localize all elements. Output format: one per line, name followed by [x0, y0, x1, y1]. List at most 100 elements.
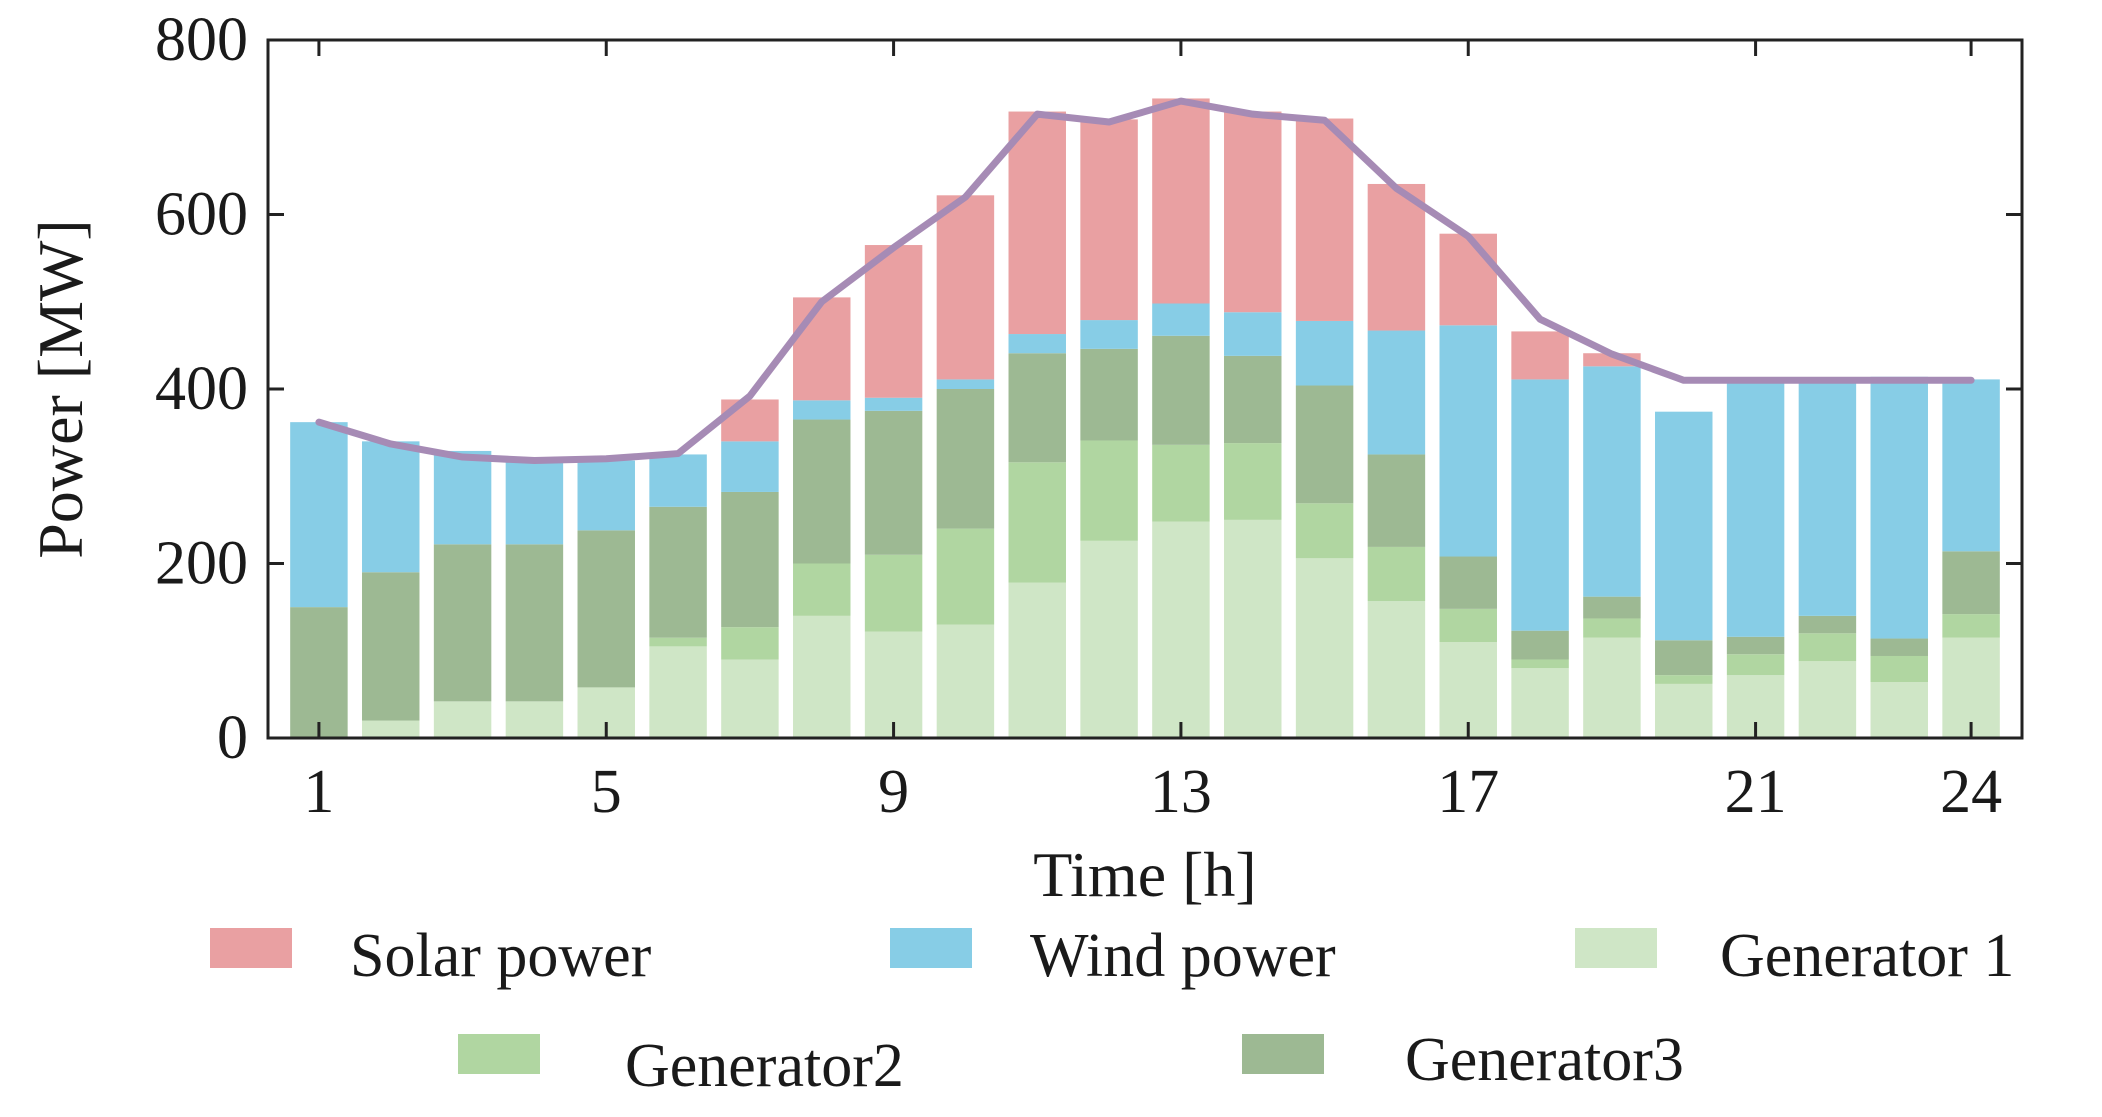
bar-generator2-19: [1583, 618, 1641, 638]
legend-swatch-generator-1: [1575, 928, 1657, 968]
bar-wind-power-6: [649, 454, 707, 507]
x-tick-label-1: 1: [303, 758, 334, 826]
bar-generator-1-4: [505, 701, 564, 738]
legend-label-generator3: Generator3: [1405, 1026, 1684, 1094]
bar-generator3-14: [1224, 355, 1282, 444]
bar-generator3-22: [1798, 615, 1857, 634]
bar-wind-power-7: [721, 441, 779, 492]
bar-generator3-24: [1942, 551, 2000, 615]
bar-layer: [290, 98, 2000, 738]
bar-generator-1-8: [793, 615, 851, 738]
bar-wind-power-12: [1080, 320, 1138, 349]
bar-generator3-6: [649, 506, 707, 638]
x-tick-label-21: 21: [1725, 758, 1787, 826]
bar-generator-1-7: [721, 659, 779, 738]
bar-generator3-18: [1511, 630, 1569, 660]
x-tick-label-13: 13: [1150, 758, 1212, 826]
bar-generator3-5: [577, 530, 635, 688]
bar-wind-power-4: [505, 457, 564, 545]
bar-generator-1-15: [1295, 558, 1354, 738]
bar-generator3-21: [1726, 636, 1785, 655]
legend-swatch-generator2: [458, 1034, 540, 1074]
legend-label-solar-power: Solar power: [350, 922, 652, 990]
legend-label-generator-1: Generator 1: [1720, 922, 2014, 990]
bar-wind-power-5: [577, 460, 635, 531]
x-axis: 1 5 9 13 17 21 24: [303, 40, 2002, 826]
bar-generator3-15: [1295, 385, 1354, 504]
y-tick-label-600: 600: [155, 181, 248, 249]
bar-generator3-3: [433, 544, 492, 702]
bar-generator-1-19: [1583, 637, 1641, 738]
bar-solar-power-7: [721, 399, 779, 442]
bar-generator3-8: [793, 419, 851, 564]
bar-solar-power-11: [1008, 111, 1066, 335]
bar-generator-1-14: [1224, 519, 1282, 738]
bar-generator2-7: [721, 627, 779, 660]
load-line-layer: [315, 97, 1975, 465]
y-tick-label-0: 0: [217, 704, 248, 772]
y-tick-label-800: 800: [155, 6, 248, 74]
bar-solar-power-12: [1080, 119, 1138, 321]
bar-generator-1-16: [1367, 601, 1426, 738]
bar-generator2-22: [1798, 633, 1857, 662]
load-line: [315, 97, 1975, 465]
legend-label-wind-power: Wind power: [1030, 922, 1336, 990]
bar-generator3-16: [1367, 454, 1426, 547]
bar-wind-power-15: [1295, 320, 1354, 386]
bar-wind-power-18: [1511, 379, 1569, 631]
bar-generator-1-9: [864, 631, 923, 738]
y-axis-title: Power [MW]: [25, 219, 96, 558]
bar-generator2-15: [1295, 503, 1354, 559]
bar-wind-power-22: [1798, 380, 1857, 616]
bar-generator2-9: [864, 554, 923, 632]
legend-swatch-solar-power: [210, 928, 292, 968]
bar-generator3-1: [290, 607, 348, 738]
y-tick-label-400: 400: [155, 355, 248, 423]
bar-generator2-20: [1655, 675, 1713, 684]
bar-wind-power-21: [1726, 381, 1785, 637]
x-tick-label-24: 24: [1940, 758, 2002, 826]
bar-generator-1-22: [1798, 661, 1857, 738]
y-axis: 0 200 400 600 800: [155, 6, 2022, 772]
y-tick-label-200: 200: [155, 530, 248, 598]
bar-wind-power-10: [936, 379, 995, 389]
bar-generator2-17: [1439, 608, 1497, 643]
bar-generator2-24: [1942, 614, 2000, 638]
bar-generator3-7: [721, 491, 779, 628]
bar-generator-1-2: [362, 720, 420, 738]
bar-wind-power-1: [290, 422, 348, 608]
bar-generator2-8: [793, 563, 851, 616]
bar-wind-power-9: [864, 397, 923, 411]
x-tick-label-5: 5: [591, 758, 622, 826]
legend-swatch-wind-power: [890, 928, 972, 968]
bar-generator3-2: [362, 572, 420, 721]
legend-swatch-generator3: [1242, 1034, 1324, 1074]
bar-solar-power-13: [1152, 98, 1210, 304]
bar-wind-power-13: [1152, 303, 1210, 336]
bar-solar-power-10: [936, 195, 995, 380]
bar-generator3-23: [1870, 638, 1928, 656]
bar-generator3-13: [1152, 335, 1210, 445]
x-tick-label-17: 17: [1437, 758, 1499, 826]
bar-generator2-23: [1870, 655, 1928, 683]
bar-generator2-18: [1511, 659, 1569, 669]
bar-generator3-9: [864, 410, 923, 555]
bar-generator2-13: [1152, 444, 1210, 522]
bar-generator-1-13: [1152, 521, 1210, 738]
bar-generator2-16: [1367, 546, 1426, 602]
bar-solar-power-18: [1511, 331, 1569, 380]
bar-wind-power-17: [1439, 325, 1497, 557]
bar-generator-1-6: [649, 646, 707, 738]
bar-generator-1-3: [433, 701, 492, 738]
bar-solar-power-14: [1224, 111, 1282, 313]
bar-wind-power-23: [1870, 376, 1928, 639]
bar-generator3-20: [1655, 640, 1713, 676]
bar-wind-power-14: [1224, 312, 1282, 356]
bar-solar-power-8: [793, 297, 851, 401]
bar-generator2-21: [1726, 654, 1785, 676]
bar-wind-power-8: [793, 400, 851, 420]
legend: Solar power Wind power Generator 1 Generato…: [210, 922, 2014, 1100]
bar-generator-1-11: [1008, 582, 1066, 738]
bar-solar-power-17: [1439, 233, 1497, 326]
